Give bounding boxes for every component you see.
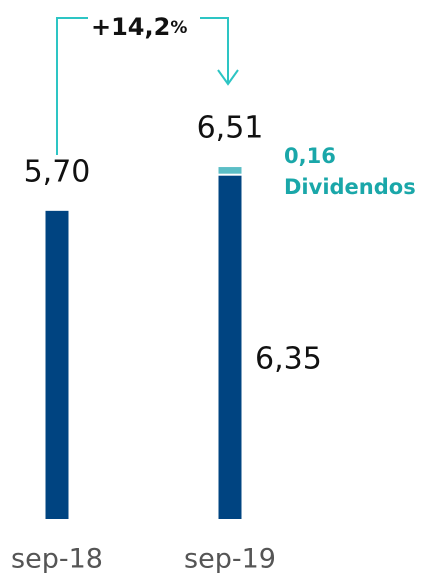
bracket-left	[56, 17, 88, 155]
series-name: Dividendos	[284, 175, 416, 199]
bracket-right	[200, 17, 229, 84]
value-label: 6,35	[255, 342, 322, 377]
value-label: 0,16	[284, 144, 336, 168]
growth-annotation: +14,2%	[91, 13, 187, 41]
bar-segment	[45, 210, 69, 519]
x-tick-label: sep-18	[11, 544, 103, 575]
bar-segment	[218, 175, 242, 519]
arrow-head	[217, 69, 239, 86]
total-label: 6,51	[197, 111, 264, 146]
x-tick-label: sep-19	[184, 544, 276, 575]
growth-value: +14,2	[91, 13, 170, 41]
bar-segment	[218, 167, 242, 174]
total-label: 5,70	[24, 154, 91, 189]
growth-unit: %	[170, 18, 187, 38]
